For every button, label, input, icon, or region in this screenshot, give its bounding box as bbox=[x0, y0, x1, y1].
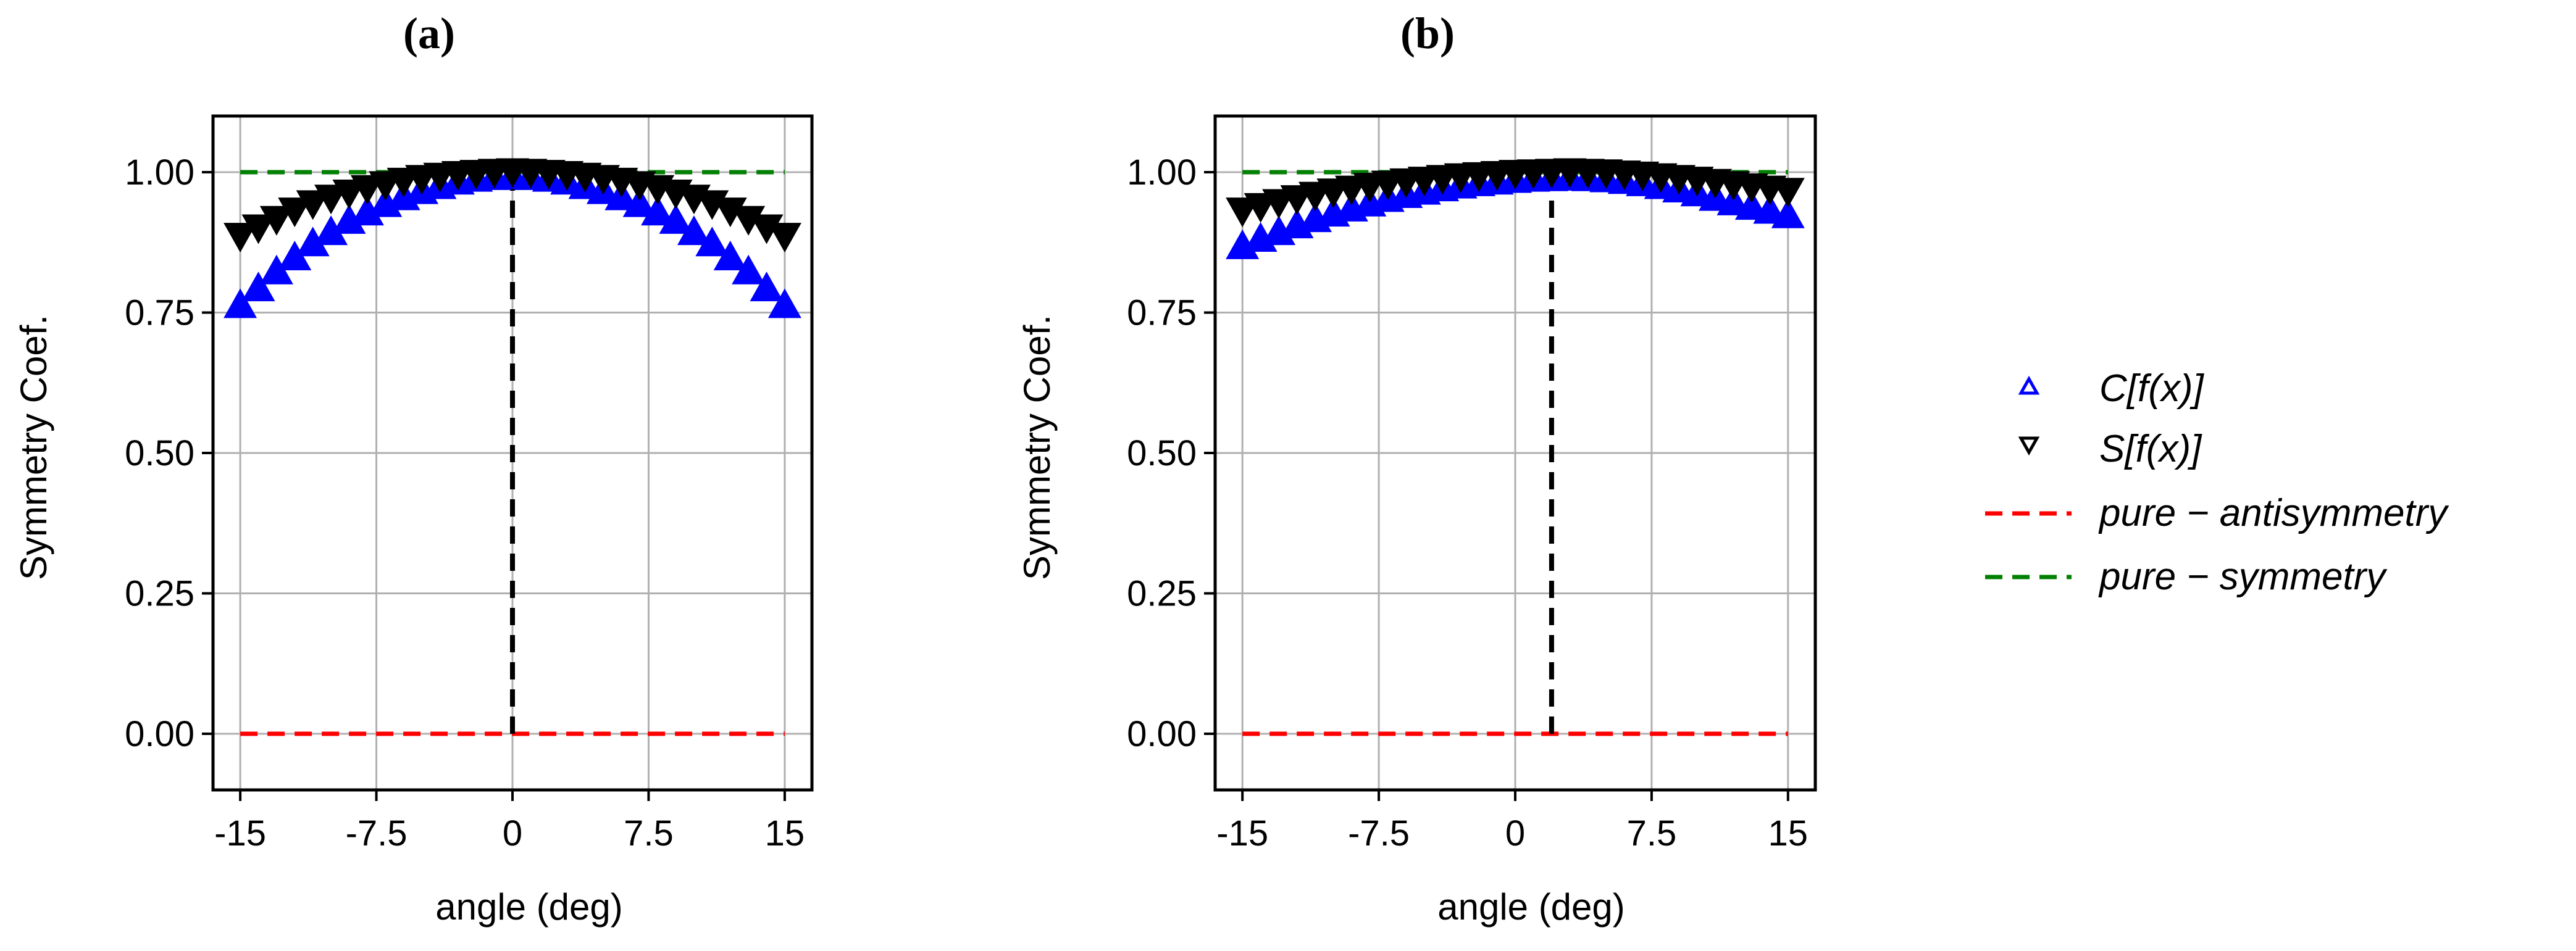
c-point bbox=[659, 204, 693, 234]
c-point bbox=[296, 226, 330, 257]
y-tick-label: 0.50 bbox=[1127, 433, 1197, 473]
c-point bbox=[732, 254, 766, 284]
legend-label-symmetry: pure − symmetry bbox=[2098, 555, 2388, 598]
y-tick-label: 0.25 bbox=[125, 574, 194, 614]
s-point bbox=[767, 223, 801, 253]
c-point bbox=[350, 196, 384, 226]
y-tick-label: 0.75 bbox=[125, 293, 194, 333]
legend-label-s: S[f(x)] bbox=[2099, 428, 2202, 470]
grid-b bbox=[1215, 116, 1815, 790]
panel-label-b: (b) bbox=[1400, 9, 1455, 58]
x-axis-label-a: angle (deg) bbox=[435, 886, 623, 928]
x-tick-label: -15 bbox=[214, 813, 266, 853]
legend-entry-c: C[f(x)] bbox=[2018, 367, 2205, 410]
x-tick-label: 0 bbox=[1505, 813, 1525, 853]
legend-marker-c-triangle-up bbox=[2018, 375, 2040, 395]
x-tick-label: 7.5 bbox=[1627, 813, 1677, 853]
ticks-a: -15 -7.5 0 7.5 15 0.00 0.25 0.50 0.75 1.00 bbox=[125, 152, 805, 853]
legend-marker-s-triangle-down bbox=[2018, 436, 2040, 456]
c-point bbox=[259, 254, 293, 284]
x-axis-label-b: angle (deg) bbox=[1437, 886, 1625, 928]
x-tick-label: -7.5 bbox=[1348, 813, 1410, 853]
legend-entry-s: S[f(x)] bbox=[2018, 428, 2202, 470]
c-point bbox=[767, 288, 801, 318]
legend-label-antisymmetry: pure − antisymmetry bbox=[2098, 492, 2449, 534]
c-point bbox=[713, 241, 747, 271]
c-point bbox=[241, 272, 275, 302]
s-point bbox=[224, 223, 257, 253]
s-point bbox=[713, 197, 747, 228]
s-point bbox=[1771, 178, 1805, 208]
legend-entry-symmetry: pure − symmetry bbox=[1985, 555, 2388, 598]
chart-panel-b: -15 -7.5 0 7.5 15 0.00 0.25 0.50 0.75 1.00 angle … bbox=[1016, 114, 1817, 928]
c-point bbox=[314, 215, 348, 246]
panel-label-a: (a) bbox=[403, 9, 455, 58]
ticks-b: -15 -7.5 0 7.5 15 0.00 0.25 0.50 0.75 1.00 bbox=[1127, 152, 1808, 853]
s-point bbox=[259, 206, 293, 236]
s-point bbox=[241, 214, 275, 244]
legend-label-c: C[f(x)] bbox=[2099, 367, 2205, 410]
y-tick-label: 0.25 bbox=[1127, 574, 1197, 614]
y-tick-label: 1.00 bbox=[125, 152, 194, 193]
c-point bbox=[677, 215, 711, 246]
c-point bbox=[750, 272, 784, 302]
s-point bbox=[750, 214, 784, 244]
x-tick-label: 15 bbox=[1768, 813, 1809, 853]
y-tick-label: 0.50 bbox=[125, 433, 194, 473]
legend: C[f(x)] S[f(x)] pure − antisymmetry pure… bbox=[1985, 367, 2449, 598]
y-tick-label: 0.00 bbox=[125, 714, 194, 754]
c-point bbox=[641, 196, 675, 226]
c-point bbox=[278, 241, 312, 271]
s-point bbox=[732, 206, 766, 236]
s-point bbox=[278, 197, 312, 228]
y-tick-label: 0.00 bbox=[1127, 714, 1197, 754]
x-tick-label: 0 bbox=[503, 813, 522, 853]
y-tick-label: 1.00 bbox=[1127, 152, 1197, 193]
x-tick-label: 15 bbox=[765, 813, 805, 853]
s-point bbox=[296, 190, 330, 220]
x-tick-label: 7.5 bbox=[624, 813, 674, 853]
s-point bbox=[314, 185, 348, 215]
c-point bbox=[622, 187, 656, 217]
x-tick-label: -7.5 bbox=[346, 813, 408, 853]
c-point bbox=[332, 204, 366, 234]
y-axis-label-a: Symmetry Coef. bbox=[13, 315, 54, 580]
c-point bbox=[1771, 198, 1805, 228]
data-markers-b bbox=[1226, 158, 1805, 259]
c-point bbox=[224, 288, 257, 318]
chart-panel-a: -15 -7.5 0 7.5 15 0.00 0.25 0.50 0.75 1.00 angle … bbox=[13, 114, 814, 928]
y-axis-label-b: Symmetry Coef. bbox=[1016, 315, 1058, 580]
x-tick-label: -15 bbox=[1216, 813, 1268, 853]
data-markers-a bbox=[224, 158, 801, 318]
legend-entry-antisymmetry: pure − antisymmetry bbox=[1985, 492, 2449, 534]
c-point bbox=[695, 226, 729, 257]
y-tick-label: 0.75 bbox=[1127, 293, 1197, 333]
